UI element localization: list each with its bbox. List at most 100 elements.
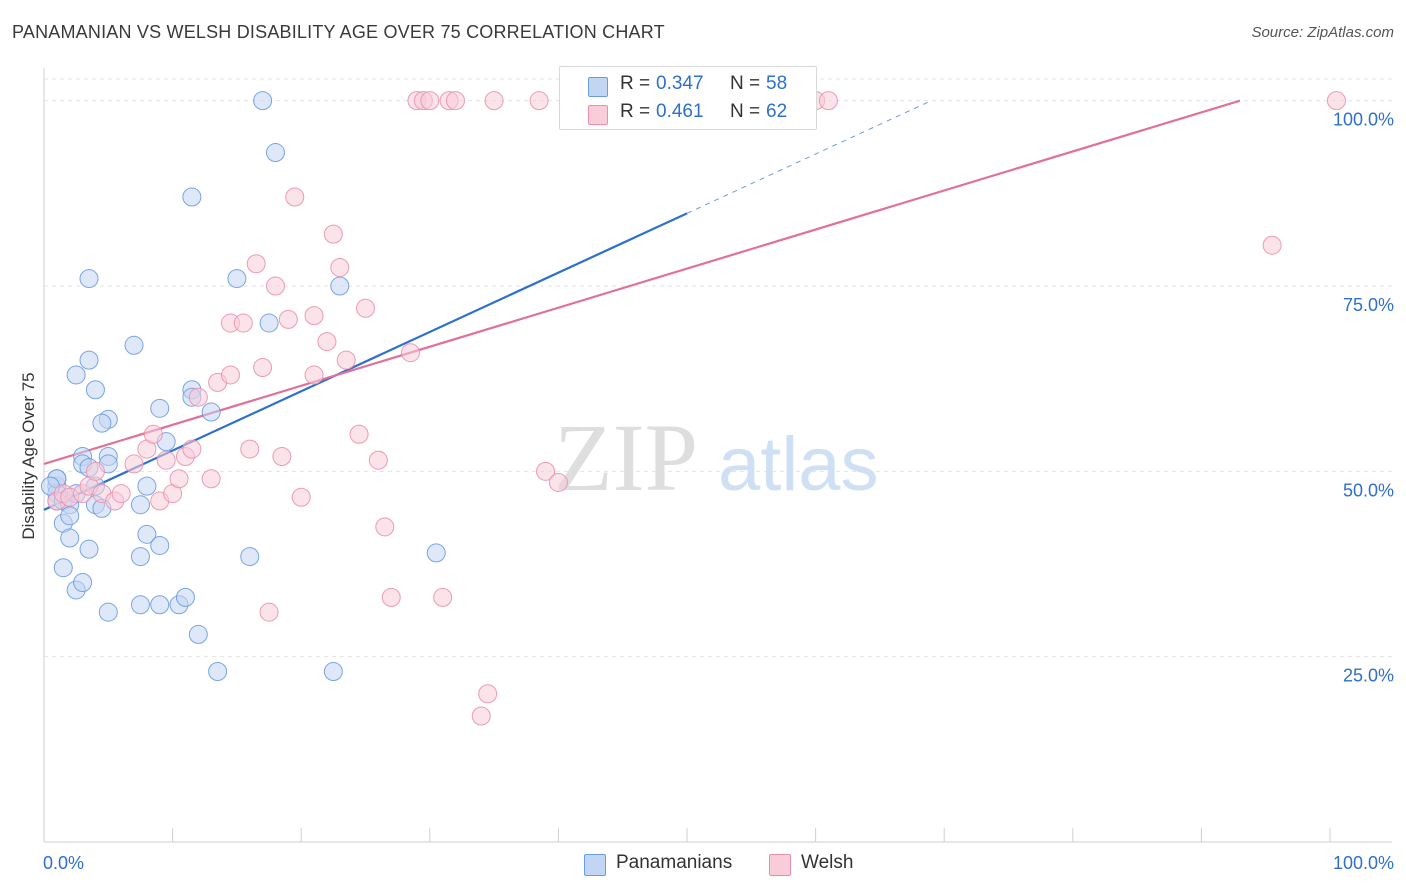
- y-tick-label: 50.0%: [1343, 480, 1394, 500]
- panamanian-point: [80, 540, 98, 558]
- welsh-point: [376, 518, 394, 536]
- legend-n-value: 62: [766, 101, 787, 123]
- welsh-point: [202, 470, 220, 488]
- panamanian-point: [241, 548, 259, 566]
- welsh-point: [549, 473, 567, 491]
- panamanian-point: [151, 536, 169, 554]
- welsh-point: [170, 470, 188, 488]
- panamanian-point: [324, 662, 342, 680]
- welsh-point: [530, 92, 548, 110]
- welsh-point: [1263, 236, 1281, 254]
- welsh-point: [479, 685, 497, 703]
- x-tick-label-left: 0.0%: [43, 853, 84, 873]
- legend-swatch-blue: [588, 77, 608, 97]
- panamanian-point: [189, 625, 207, 643]
- watermark: ZIP atlas: [554, 404, 879, 511]
- panamanian-point: [427, 544, 445, 562]
- welsh-point: [305, 307, 323, 325]
- welsh-point: [357, 299, 375, 317]
- panamanian-point: [176, 588, 194, 606]
- gridlines: [44, 79, 1392, 657]
- welsh-point: [434, 588, 452, 606]
- panamanian-point: [80, 351, 98, 369]
- welsh-point: [292, 488, 310, 506]
- welsh-point: [286, 188, 304, 206]
- welsh-point: [472, 707, 490, 725]
- panamanian-point: [54, 559, 72, 577]
- bottom-legend-label: Welsh: [801, 852, 853, 874]
- welsh-point: [485, 92, 503, 110]
- welsh-point: [421, 92, 439, 110]
- y-tick-label: 25.0%: [1343, 666, 1394, 686]
- welsh-point: [112, 485, 130, 503]
- welsh-point: [247, 255, 265, 273]
- panamanian-point: [80, 270, 98, 288]
- welsh-point: [337, 351, 355, 369]
- panamanian-point: [67, 366, 85, 384]
- bottom-legend-swatch-blue: [584, 854, 606, 876]
- welsh-point: [266, 277, 284, 295]
- welsh-point: [234, 314, 252, 332]
- welsh-point: [86, 462, 104, 480]
- panamanian-point: [131, 496, 149, 514]
- welsh-point: [157, 451, 175, 469]
- bottom-legend-swatch-pink: [769, 854, 791, 876]
- welsh-point: [125, 455, 143, 473]
- welsh-point: [350, 425, 368, 443]
- welsh-point: [382, 588, 400, 606]
- welsh-point: [183, 440, 201, 458]
- welsh-point: [369, 451, 387, 469]
- panamanian-point: [254, 92, 272, 110]
- panamanian-point: [99, 603, 117, 621]
- legend-n-value: 58: [766, 73, 787, 95]
- panamanian-point: [151, 399, 169, 417]
- welsh-point: [1327, 92, 1345, 110]
- panamanian-point: [266, 144, 284, 162]
- legend-r-value: 0.347: [656, 73, 704, 95]
- welsh-point: [241, 440, 259, 458]
- welsh-point: [189, 388, 207, 406]
- welsh-point: [254, 359, 272, 377]
- welsh-point: [305, 366, 323, 384]
- scatter-chart: ZIP atlas 100.0% 75.0% 50.0% 25.0% Disabili…: [0, 0, 1406, 892]
- welsh-point: [279, 310, 297, 328]
- y-tick-labels: 100.0% 75.0% 50.0% 25.0%: [1333, 110, 1394, 686]
- panamanian-point: [131, 596, 149, 614]
- panamanian-point: [86, 381, 104, 399]
- welsh-point: [331, 258, 349, 276]
- watermark-zip: ZIP: [554, 404, 698, 511]
- watermark-atlas: atlas: [718, 422, 879, 507]
- correlation-legend: R = 0.347 N = 58 R = 0.461 N = 62: [559, 66, 817, 130]
- panamanian-point: [74, 574, 92, 592]
- welsh-point: [273, 448, 291, 466]
- legend-n-label: N =: [730, 101, 760, 123]
- panamanian-point: [151, 596, 169, 614]
- legend-r-value: 0.461: [656, 101, 704, 123]
- welsh-point: [144, 425, 162, 443]
- welsh-point: [260, 603, 278, 621]
- welsh-point: [402, 344, 420, 362]
- x-tick-label-right: 100.0%: [1333, 853, 1394, 873]
- welsh-point: [324, 225, 342, 243]
- welsh-point: [819, 92, 837, 110]
- y-axis-label: Disability Age Over 75: [19, 372, 38, 539]
- legend-swatch-pink: [588, 105, 608, 125]
- welsh-point: [447, 92, 465, 110]
- legend-r-label: R =: [620, 73, 650, 95]
- panamanian-point: [138, 477, 156, 495]
- panamanian-point: [202, 403, 220, 421]
- panamanian-point: [260, 314, 278, 332]
- panamanian-point: [61, 507, 79, 525]
- panamanian-point: [228, 270, 246, 288]
- y-tick-label: 100.0%: [1333, 110, 1394, 130]
- welsh-point: [318, 333, 336, 351]
- welsh-point: [221, 366, 239, 384]
- panamanian-point: [131, 548, 149, 566]
- panamanian-point: [61, 529, 79, 547]
- panamanian-point: [209, 662, 227, 680]
- legend-n-label: N =: [730, 73, 760, 95]
- panamanian-point: [125, 336, 143, 354]
- panamanian-point: [93, 414, 111, 432]
- y-tick-label: 75.0%: [1343, 295, 1394, 315]
- panamanian-point: [331, 277, 349, 295]
